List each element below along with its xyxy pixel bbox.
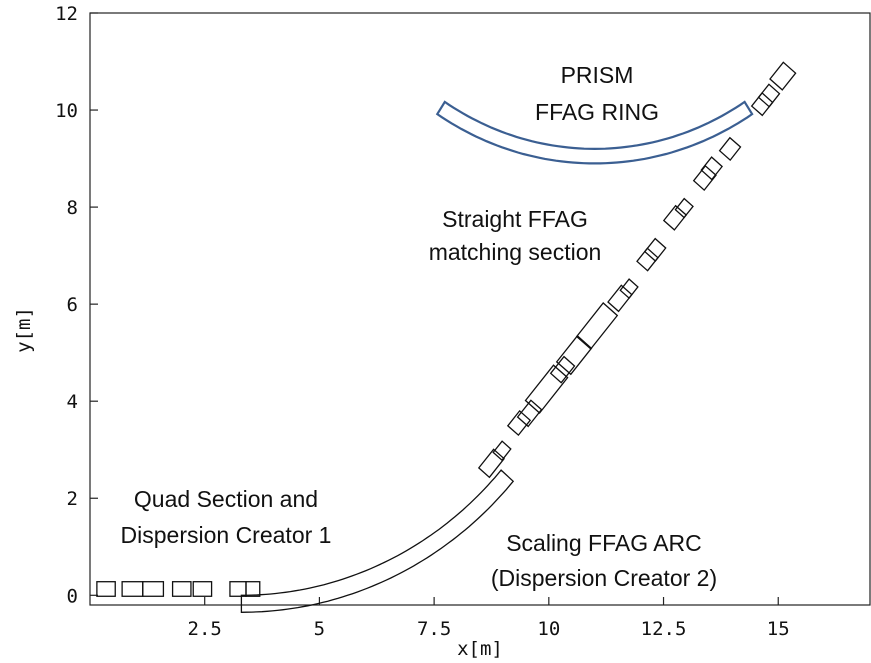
x-axis-title: x[m]	[457, 638, 503, 660]
y-tick-label: 12	[55, 3, 78, 25]
y-tick-label: 8	[67, 197, 78, 219]
ffag-magnet	[643, 237, 667, 262]
ffag-magnet	[607, 284, 633, 313]
ffag-magnet	[492, 440, 512, 462]
x-tick-label: 5	[314, 618, 325, 640]
quad-magnet	[121, 581, 144, 597]
y-axis-title: y[m]	[13, 307, 35, 353]
x-axis: 2.5 5 7.5 10 12.5 15	[188, 597, 790, 640]
y-tick-label: 4	[67, 391, 78, 413]
quad-magnet	[142, 581, 165, 597]
annotation-straight-line2: matching section	[429, 239, 602, 265]
x-tick-label: 10	[537, 618, 560, 640]
ffag-magnet	[636, 247, 659, 272]
y-tick-label: 6	[67, 294, 78, 316]
annotation-prism-line1: PRISM	[561, 62, 634, 88]
ffag-magnet	[549, 355, 576, 384]
y-tick-label: 0	[67, 585, 78, 607]
annotation-arc-line2: (Dispersion Creator 2)	[491, 565, 717, 591]
annotation-quad-line2: Dispersion Creator 1	[121, 522, 332, 548]
ffag-magnet	[718, 136, 742, 162]
y-tick-label: 10	[55, 100, 78, 122]
annotation-quad-line1: Quad Section and	[134, 486, 318, 512]
plot-frame	[89, 12, 871, 606]
x-tick-label: 7.5	[417, 618, 451, 640]
x-tick-label: 12.5	[641, 618, 687, 640]
ffag-magnet	[769, 61, 797, 91]
ffag-magnet	[674, 197, 694, 219]
quad-section	[96, 581, 261, 597]
ffag-magnet	[575, 302, 619, 350]
ffag-magnet	[700, 156, 723, 181]
ffag-magnet	[662, 204, 688, 231]
annotation-prism-line2: FFAG RING	[535, 99, 659, 125]
annotation-arc-line1: Scaling FFAG ARC	[506, 530, 702, 556]
y-tick-label: 2	[67, 488, 78, 510]
straight-matching-section	[477, 61, 797, 479]
y-axis: 0 2 4 6 8 10 12	[55, 3, 98, 607]
quad-magnet	[192, 581, 213, 597]
quad-magnet	[245, 581, 261, 597]
ffag-magnet	[555, 334, 593, 376]
x-tick-label: 2.5	[188, 618, 222, 640]
ffag-magnet	[757, 83, 781, 108]
ffag-magnet	[750, 92, 774, 117]
quad-magnet	[229, 581, 247, 597]
x-tick-label: 15	[767, 618, 790, 640]
ffag-magnet	[477, 448, 505, 479]
quad-magnet	[96, 581, 116, 597]
quad-magnet	[171, 581, 192, 597]
ffag-magnet	[619, 278, 639, 300]
prism-ffag-ring	[435, 100, 754, 165]
ffag-magnet	[516, 399, 543, 428]
ffag-magnet	[524, 364, 569, 414]
annotation-straight-line1: Straight FFAG	[442, 206, 588, 232]
scaling-ffag-arc	[240, 469, 515, 613]
